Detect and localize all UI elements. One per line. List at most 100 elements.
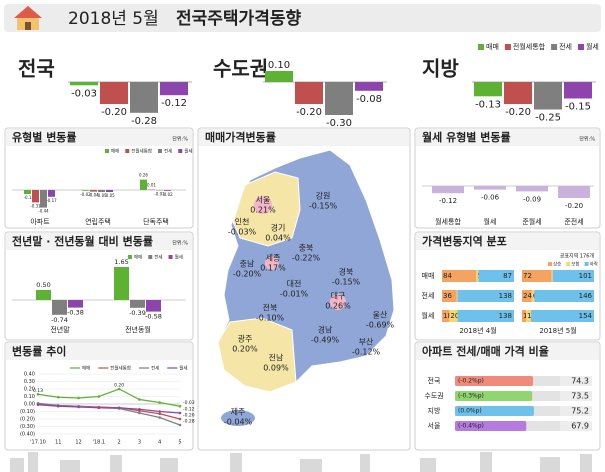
header-bar (4, 4, 601, 32)
x-tick-label: 11 (55, 440, 61, 446)
segment (551, 270, 553, 282)
building (28, 452, 38, 472)
panel-unit: 단위:% (172, 136, 188, 143)
legend-label: 월세 (184, 148, 192, 155)
building (160, 458, 178, 472)
bar (36, 290, 51, 300)
bar (355, 82, 383, 91)
region-value: 0.17% (260, 264, 286, 273)
legend-label: 전세 (151, 365, 159, 372)
legend-label: 전세 (164, 148, 172, 155)
building (300, 459, 322, 472)
panel (414, 127, 601, 229)
panel-title-bar (416, 343, 599, 360)
door (25, 22, 31, 30)
legend-label: 매매 (82, 365, 90, 372)
region-label: 전국 (428, 376, 441, 385)
legend-label: 월세 (586, 42, 599, 51)
category-label: 아파트 (30, 217, 50, 226)
region-name: 인천 (235, 217, 250, 227)
segment-label: 138 (499, 312, 512, 320)
trend-point (77, 396, 80, 400)
point-label: -0.03 (183, 400, 195, 406)
bar (106, 190, 113, 192)
segment (522, 270, 552, 282)
building (60, 460, 80, 472)
panel-title-bar (199, 129, 409, 146)
bar-label: -0.17 (46, 198, 57, 203)
segment (456, 290, 458, 302)
value-box (560, 421, 592, 431)
y-tick-label: 0.40 (24, 372, 35, 378)
value-box (560, 406, 592, 416)
trend-point (158, 401, 162, 404)
region-label: 지방 (428, 406, 441, 415)
category-label: 월세 (484, 217, 497, 226)
trend-point (36, 392, 40, 396)
header-date: 2018년 5월 (68, 9, 159, 29)
legend-label: 전세 (154, 254, 162, 261)
region-value: -0.04% (224, 418, 253, 427)
legend-label: 하락 (590, 261, 598, 268)
panel-title-bar (416, 233, 599, 250)
x-tick-label: '17.10 (30, 440, 46, 446)
segment (457, 310, 514, 322)
panel-title: 변동률 추이 (12, 344, 66, 358)
bar (82, 190, 89, 191)
x-tick-label: 4 (158, 440, 161, 446)
bar (504, 82, 532, 104)
segment (442, 290, 457, 302)
skyline (10, 452, 592, 472)
x-tick-label: 5 (178, 440, 181, 446)
trend-point (117, 387, 121, 391)
legend-label: 전월세통합 (513, 42, 546, 51)
trend-line (37, 388, 181, 407)
bar (70, 82, 98, 86)
y-tick-label: (0.10) (20, 409, 35, 415)
region-title: 전국 (18, 57, 55, 81)
region-value: -0.15% (332, 278, 361, 287)
y-tick-label: 0.10 (24, 394, 35, 400)
region-value: -0.22% (292, 254, 321, 263)
bar (164, 190, 171, 191)
map-jeju (221, 410, 255, 426)
x-tick-label: 3 (138, 440, 141, 446)
bar-label: -0.02 (80, 192, 91, 197)
region-value: 0.26% (325, 302, 351, 311)
segment-label: 36 (443, 292, 452, 300)
legend-swatch (157, 149, 162, 153)
bar (100, 82, 128, 104)
bar (24, 190, 31, 194)
segment (531, 310, 594, 322)
region-value: -0.10% (256, 314, 285, 323)
bar-label: -0.05 (104, 193, 115, 198)
trend-point (138, 411, 141, 415)
house-icon (14, 6, 42, 30)
region-name: 서울 (256, 196, 271, 205)
bar (48, 190, 55, 197)
change-label: (-0.4%p) (458, 423, 484, 430)
segment (534, 290, 594, 302)
region-name: 울산 (373, 310, 388, 320)
point-label: -0.28 (183, 419, 195, 425)
legend-swatch (566, 262, 571, 266)
bar (295, 82, 323, 104)
segment-label: 72 (523, 272, 532, 280)
change-label: (-0.2%p) (458, 378, 484, 385)
segment-label: 24 (523, 292, 532, 300)
category-label: 전년동월 (125, 325, 151, 334)
building (420, 458, 436, 472)
bar-label: 0.01 (147, 183, 156, 188)
period-label: 2018년 4월 (459, 326, 496, 335)
bar-label: -0.38 (67, 309, 84, 317)
panel-unit: 단위:% (579, 136, 595, 143)
region-value: -0.15% (309, 202, 338, 211)
map-sejong (265, 256, 279, 270)
trend-point (178, 423, 182, 427)
panel-title: 전년말 · 전년동월 대비 변동률 (12, 234, 153, 248)
region-name: 제주 (231, 408, 246, 417)
legend-label: 보합 (571, 261, 579, 268)
bar (146, 300, 161, 312)
region-name: 경북 (339, 267, 354, 277)
